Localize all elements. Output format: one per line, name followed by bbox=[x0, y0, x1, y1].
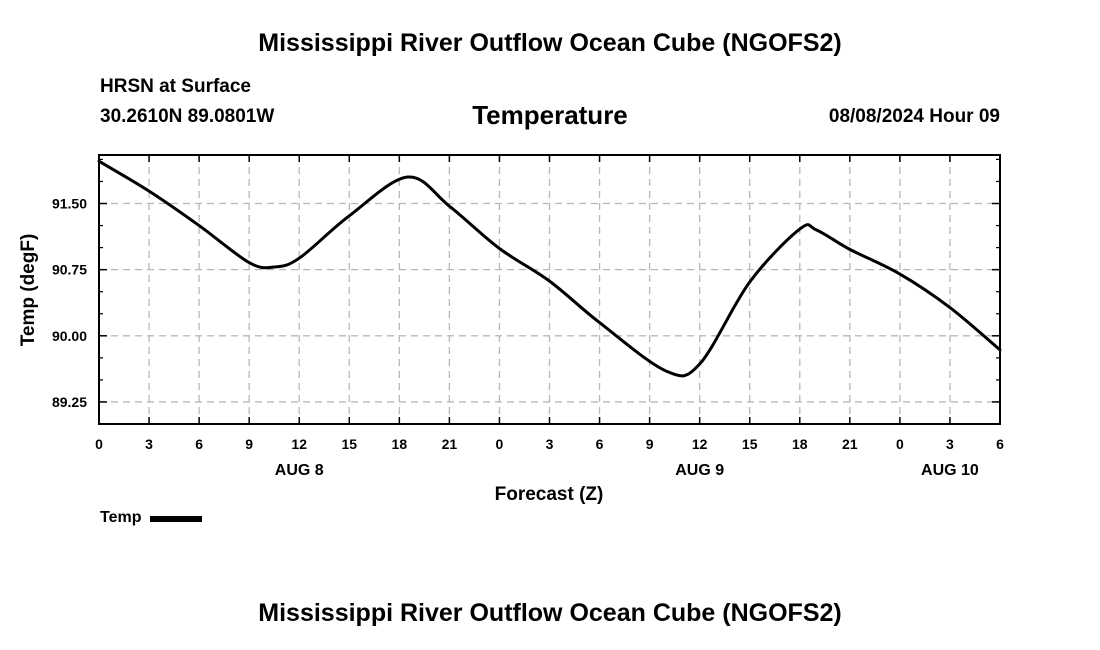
x-day-label: AUG 8 bbox=[275, 462, 324, 479]
variable-title: Temperature bbox=[472, 100, 628, 130]
x-tick-label: 6 bbox=[195, 436, 203, 452]
x-tick-label: 15 bbox=[742, 436, 758, 452]
footer-title: Mississippi River Outflow Ocean Cube (NG… bbox=[258, 599, 842, 627]
x-tick-label: 15 bbox=[341, 436, 357, 452]
y-tick-label: 89.25 bbox=[52, 394, 87, 410]
y-axis-title: Temp (degF) bbox=[18, 234, 39, 347]
x-day-label: AUG 10 bbox=[921, 462, 979, 479]
legend-swatch bbox=[150, 516, 203, 522]
x-tick-label: 0 bbox=[496, 436, 504, 452]
y-tick-label: 90.00 bbox=[52, 328, 87, 344]
x-tick-label: 3 bbox=[145, 436, 153, 452]
x-tick-label: 18 bbox=[792, 436, 808, 452]
x-tick-label: 0 bbox=[896, 436, 904, 452]
x-tick-label: 12 bbox=[291, 436, 307, 452]
x-tick-label: 6 bbox=[996, 436, 1004, 452]
station-coordinates: 30.2610N 89.0801W bbox=[100, 106, 275, 127]
x-tick-label: 18 bbox=[392, 436, 408, 452]
axis-ticks bbox=[98, 155, 1001, 425]
grid bbox=[99, 155, 1000, 424]
x-tick-label: 3 bbox=[946, 436, 954, 452]
y-tick-label: 90.75 bbox=[52, 262, 87, 278]
temp-series-line bbox=[97, 159, 1002, 378]
x-tick-label: 12 bbox=[692, 436, 708, 452]
page-title: Mississippi River Outflow Ocean Cube (NG… bbox=[258, 29, 842, 57]
station-location: HRSN at Surface bbox=[100, 76, 251, 97]
x-tick-label: 9 bbox=[646, 436, 654, 452]
x-tick-label: 6 bbox=[596, 436, 604, 452]
x-axis-title: Forecast (Z) bbox=[495, 484, 604, 505]
x-tick-label: 21 bbox=[842, 436, 858, 452]
x-tick-label: 0 bbox=[95, 436, 103, 452]
axis-labels: 0 3 6 9 12 15 18 21 0 3 6 9 12 15 18 21 0 3 6 AUG 8 AUG 9 AUG… bbox=[52, 196, 1004, 479]
x-day-label: AUG 9 bbox=[675, 462, 724, 479]
x-tick-label: 21 bbox=[442, 436, 458, 452]
legend-label: Temp bbox=[100, 509, 142, 526]
forecast-datetime: 08/08/2024 Hour 09 bbox=[828, 106, 1000, 127]
legend: Temp bbox=[100, 509, 203, 527]
y-tick-label: 91.50 bbox=[52, 196, 87, 212]
x-tick-label: 9 bbox=[245, 436, 253, 452]
x-tick-label: 3 bbox=[546, 436, 554, 452]
